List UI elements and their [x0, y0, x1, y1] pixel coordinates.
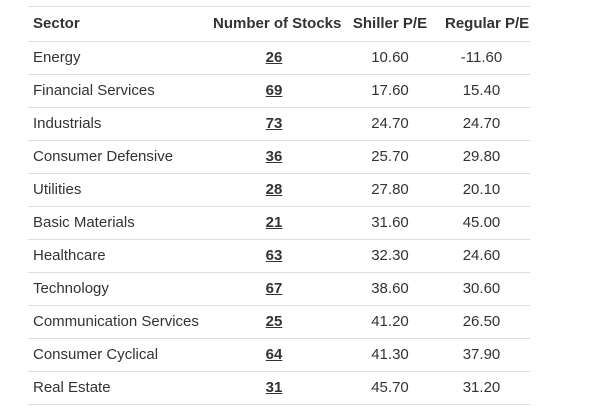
- sector-pe-table: Sector Number of Stocks Shiller P/E Regu…: [28, 6, 530, 405]
- regular-pe-cell: 37.90: [440, 338, 530, 372]
- table-row: Consumer Defensive 36 25.70 29.80: [28, 140, 530, 174]
- regular-pe-cell: -11.60: [440, 41, 530, 75]
- stocks-count-link[interactable]: 28: [265, 181, 283, 198]
- table-row: Healthcare 63 32.30 24.60: [28, 239, 530, 273]
- shiller-pe-cell: 24.70: [340, 107, 440, 141]
- stocks-cell: 36: [208, 140, 340, 174]
- sector-cell: Financial Services: [28, 74, 208, 108]
- table-row: Financial Services 69 17.60 15.40: [28, 74, 530, 108]
- sector-cell: Communication Services: [28, 305, 208, 339]
- sector-cell: Healthcare: [28, 239, 208, 273]
- shiller-pe-cell: 45.70: [340, 371, 440, 405]
- table-row: Consumer Cyclical 64 41.30 37.90: [28, 338, 530, 372]
- regular-pe-cell: 45.00: [440, 206, 530, 240]
- regular-pe-cell: 20.10: [440, 173, 530, 207]
- stocks-cell: 25: [208, 305, 340, 339]
- stocks-count-link[interactable]: 69: [265, 82, 283, 99]
- sector-cell: Technology: [28, 272, 208, 306]
- column-header-sector: Sector: [28, 6, 208, 42]
- stocks-cell: 63: [208, 239, 340, 273]
- stocks-count-link[interactable]: 21: [265, 214, 283, 231]
- stocks-cell: 64: [208, 338, 340, 372]
- stocks-cell: 21: [208, 206, 340, 240]
- stocks-count-link[interactable]: 25: [265, 313, 283, 330]
- shiller-pe-cell: 27.80: [340, 173, 440, 207]
- stocks-count-link[interactable]: 73: [265, 115, 283, 132]
- sector-cell: Real Estate: [28, 371, 208, 405]
- shiller-pe-cell: 10.60: [340, 41, 440, 75]
- regular-pe-cell: 24.60: [440, 239, 530, 273]
- stocks-count-link[interactable]: 31: [265, 379, 283, 396]
- sector-cell: Consumer Defensive: [28, 140, 208, 174]
- stocks-count-link[interactable]: 67: [265, 280, 283, 297]
- stocks-count-link[interactable]: 26: [265, 49, 283, 66]
- regular-pe-cell: 30.60: [440, 272, 530, 306]
- shiller-pe-cell: 31.60: [340, 206, 440, 240]
- sector-cell: Energy: [28, 41, 208, 75]
- table-row: Energy 26 10.60 -11.60: [28, 41, 530, 75]
- stocks-count-link[interactable]: 36: [265, 148, 283, 165]
- shiller-pe-cell: 32.30: [340, 239, 440, 273]
- regular-pe-cell: 31.20: [440, 371, 530, 405]
- stocks-cell: 69: [208, 74, 340, 108]
- stocks-cell: 28: [208, 173, 340, 207]
- shiller-pe-cell: 25.70: [340, 140, 440, 174]
- stocks-cell: 73: [208, 107, 340, 141]
- stocks-cell: 67: [208, 272, 340, 306]
- sector-cell: Utilities: [28, 173, 208, 207]
- table-row: Industrials 73 24.70 24.70: [28, 107, 530, 141]
- regular-pe-cell: 26.50: [440, 305, 530, 339]
- regular-pe-cell: 15.40: [440, 74, 530, 108]
- table-row: Utilities 28 27.80 20.10: [28, 173, 530, 207]
- table-row: Basic Materials 21 31.60 45.00: [28, 206, 530, 240]
- column-header-shiller-pe: Shiller P/E: [340, 6, 440, 42]
- table-row: Communication Services 25 41.20 26.50: [28, 305, 530, 339]
- stocks-count-link[interactable]: 64: [265, 346, 283, 363]
- sector-cell: Industrials: [28, 107, 208, 141]
- regular-pe-cell: 24.70: [440, 107, 530, 141]
- shiller-pe-cell: 38.60: [340, 272, 440, 306]
- sector-cell: Consumer Cyclical: [28, 338, 208, 372]
- regular-pe-cell: 29.80: [440, 140, 530, 174]
- column-header-number-of-stocks: Number of Stocks: [208, 6, 341, 42]
- sector-cell: Basic Materials: [28, 206, 208, 240]
- stocks-cell: 31: [208, 371, 340, 405]
- table-row: Real Estate 31 45.70 31.20: [28, 371, 530, 405]
- shiller-pe-cell: 41.20: [340, 305, 440, 339]
- stocks-count-link[interactable]: 63: [265, 247, 283, 264]
- column-header-regular-pe: Regular P/E: [440, 6, 530, 42]
- shiller-pe-cell: 17.60: [340, 74, 440, 108]
- shiller-pe-cell: 41.30: [340, 338, 440, 372]
- table-header-row: Sector Number of Stocks Shiller P/E Regu…: [28, 6, 530, 42]
- stocks-cell: 26: [208, 41, 340, 75]
- table-row: Technology 67 38.60 30.60: [28, 272, 530, 306]
